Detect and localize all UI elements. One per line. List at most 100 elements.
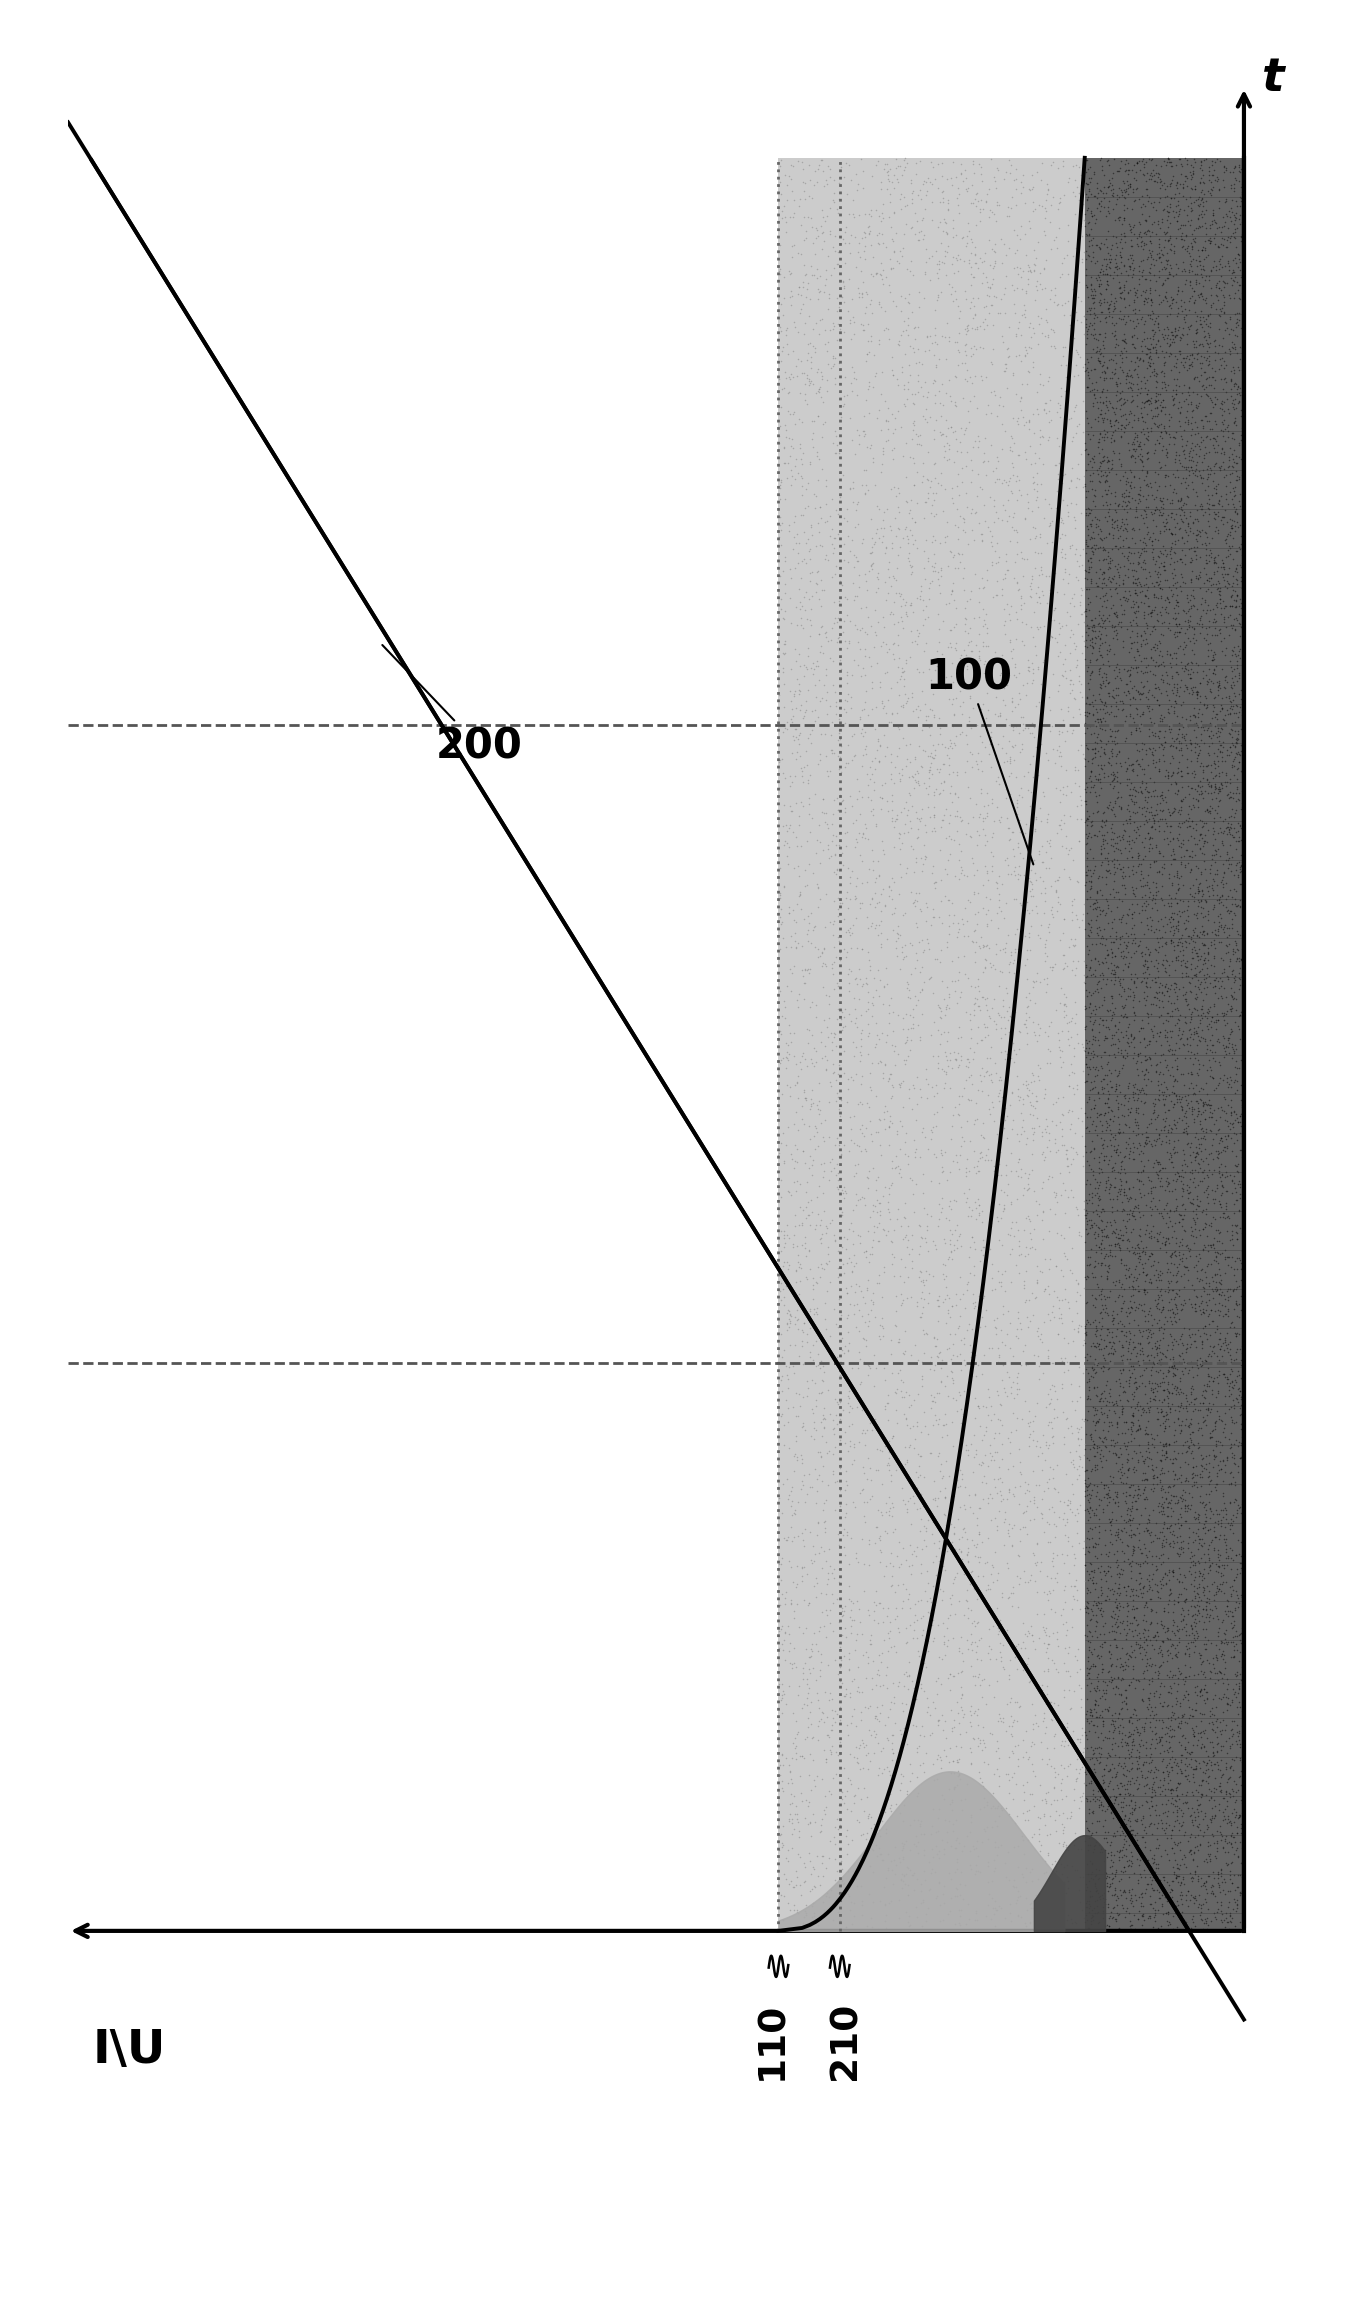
Point bbox=[1004, 993, 1026, 1030]
Point bbox=[1198, 602, 1219, 638]
Point bbox=[1229, 187, 1251, 224]
Point bbox=[1188, 539, 1210, 576]
Point bbox=[1176, 973, 1198, 1010]
Point bbox=[1078, 1362, 1100, 1399]
Point bbox=[1218, 406, 1240, 443]
Point bbox=[1179, 1798, 1200, 1835]
Point bbox=[1207, 708, 1229, 745]
Point bbox=[946, 1844, 968, 1881]
Point bbox=[1228, 1683, 1249, 1720]
Point bbox=[1121, 1194, 1143, 1231]
Point bbox=[1195, 376, 1217, 413]
Point bbox=[1181, 1805, 1203, 1842]
Point bbox=[1090, 1277, 1112, 1314]
Point bbox=[1164, 1106, 1185, 1143]
Point bbox=[1168, 721, 1190, 758]
Point bbox=[988, 765, 1010, 802]
Point bbox=[826, 1339, 848, 1376]
Point bbox=[1150, 1514, 1172, 1551]
Point bbox=[840, 470, 862, 507]
Point bbox=[966, 827, 988, 864]
Point bbox=[793, 1844, 815, 1881]
Point bbox=[1078, 1030, 1100, 1067]
Point bbox=[1221, 588, 1243, 625]
Point bbox=[1173, 496, 1195, 532]
Point bbox=[807, 1249, 829, 1286]
Point bbox=[1112, 1222, 1134, 1259]
Point bbox=[1074, 696, 1096, 733]
Point bbox=[1207, 1235, 1229, 1272]
Point bbox=[1009, 1030, 1030, 1067]
Point bbox=[1146, 507, 1168, 544]
Point bbox=[1072, 316, 1094, 353]
Point bbox=[969, 203, 991, 240]
Point bbox=[964, 311, 985, 348]
Point bbox=[1213, 1040, 1234, 1076]
Point bbox=[1180, 1162, 1202, 1199]
Point bbox=[1190, 1252, 1211, 1288]
Point bbox=[1083, 1081, 1105, 1118]
Point bbox=[1145, 963, 1166, 1000]
Point bbox=[1121, 1789, 1143, 1826]
Point bbox=[1198, 936, 1219, 973]
Point bbox=[807, 1708, 829, 1745]
Point bbox=[1117, 673, 1139, 710]
Point bbox=[1173, 1703, 1195, 1740]
Point bbox=[1190, 864, 1211, 901]
Point bbox=[1215, 1521, 1237, 1558]
Point bbox=[1142, 733, 1164, 770]
Point bbox=[1052, 1867, 1074, 1904]
Point bbox=[778, 1247, 800, 1284]
Point bbox=[1211, 1694, 1233, 1731]
Point bbox=[1181, 1897, 1203, 1934]
Point bbox=[1214, 1395, 1236, 1431]
Point bbox=[1185, 1570, 1207, 1607]
Point bbox=[795, 1895, 817, 1932]
Point bbox=[1180, 952, 1202, 989]
Point bbox=[826, 279, 848, 316]
Point bbox=[943, 256, 965, 293]
Point bbox=[1126, 648, 1147, 685]
Point bbox=[960, 1028, 981, 1065]
Point bbox=[1127, 1902, 1149, 1939]
Point bbox=[1151, 1074, 1173, 1111]
Point bbox=[1040, 1786, 1062, 1823]
Point bbox=[1153, 408, 1175, 445]
Point bbox=[1166, 1611, 1188, 1648]
Point bbox=[904, 1139, 925, 1176]
Point bbox=[1161, 1514, 1183, 1551]
Point bbox=[855, 657, 876, 694]
Point bbox=[1070, 1860, 1092, 1897]
Point bbox=[806, 1348, 827, 1385]
Point bbox=[1079, 987, 1101, 1023]
Point bbox=[916, 173, 938, 210]
Point bbox=[950, 433, 972, 470]
Point bbox=[1081, 864, 1102, 901]
Point bbox=[1105, 825, 1127, 862]
Point bbox=[845, 1803, 867, 1839]
Point bbox=[1204, 604, 1226, 641]
Point bbox=[1196, 1899, 1218, 1936]
Point bbox=[1158, 694, 1180, 731]
Point bbox=[851, 1867, 872, 1904]
Point bbox=[1036, 304, 1057, 341]
Point bbox=[871, 1300, 893, 1337]
Point bbox=[1187, 1676, 1209, 1713]
Point bbox=[1075, 1194, 1097, 1231]
Point bbox=[1053, 1726, 1075, 1763]
Point bbox=[1219, 1826, 1241, 1862]
Point bbox=[1164, 682, 1185, 719]
Point bbox=[1175, 1759, 1196, 1796]
Point bbox=[849, 1701, 871, 1738]
Point bbox=[798, 1182, 819, 1219]
Point bbox=[1225, 244, 1247, 281]
Point bbox=[1113, 1150, 1135, 1187]
Point bbox=[896, 645, 917, 682]
Point bbox=[803, 256, 825, 293]
Point bbox=[1170, 1842, 1192, 1879]
Point bbox=[1153, 164, 1175, 201]
Point bbox=[949, 1756, 970, 1793]
Point bbox=[1213, 604, 1234, 641]
Point bbox=[870, 1667, 891, 1703]
Point bbox=[1115, 1431, 1136, 1468]
